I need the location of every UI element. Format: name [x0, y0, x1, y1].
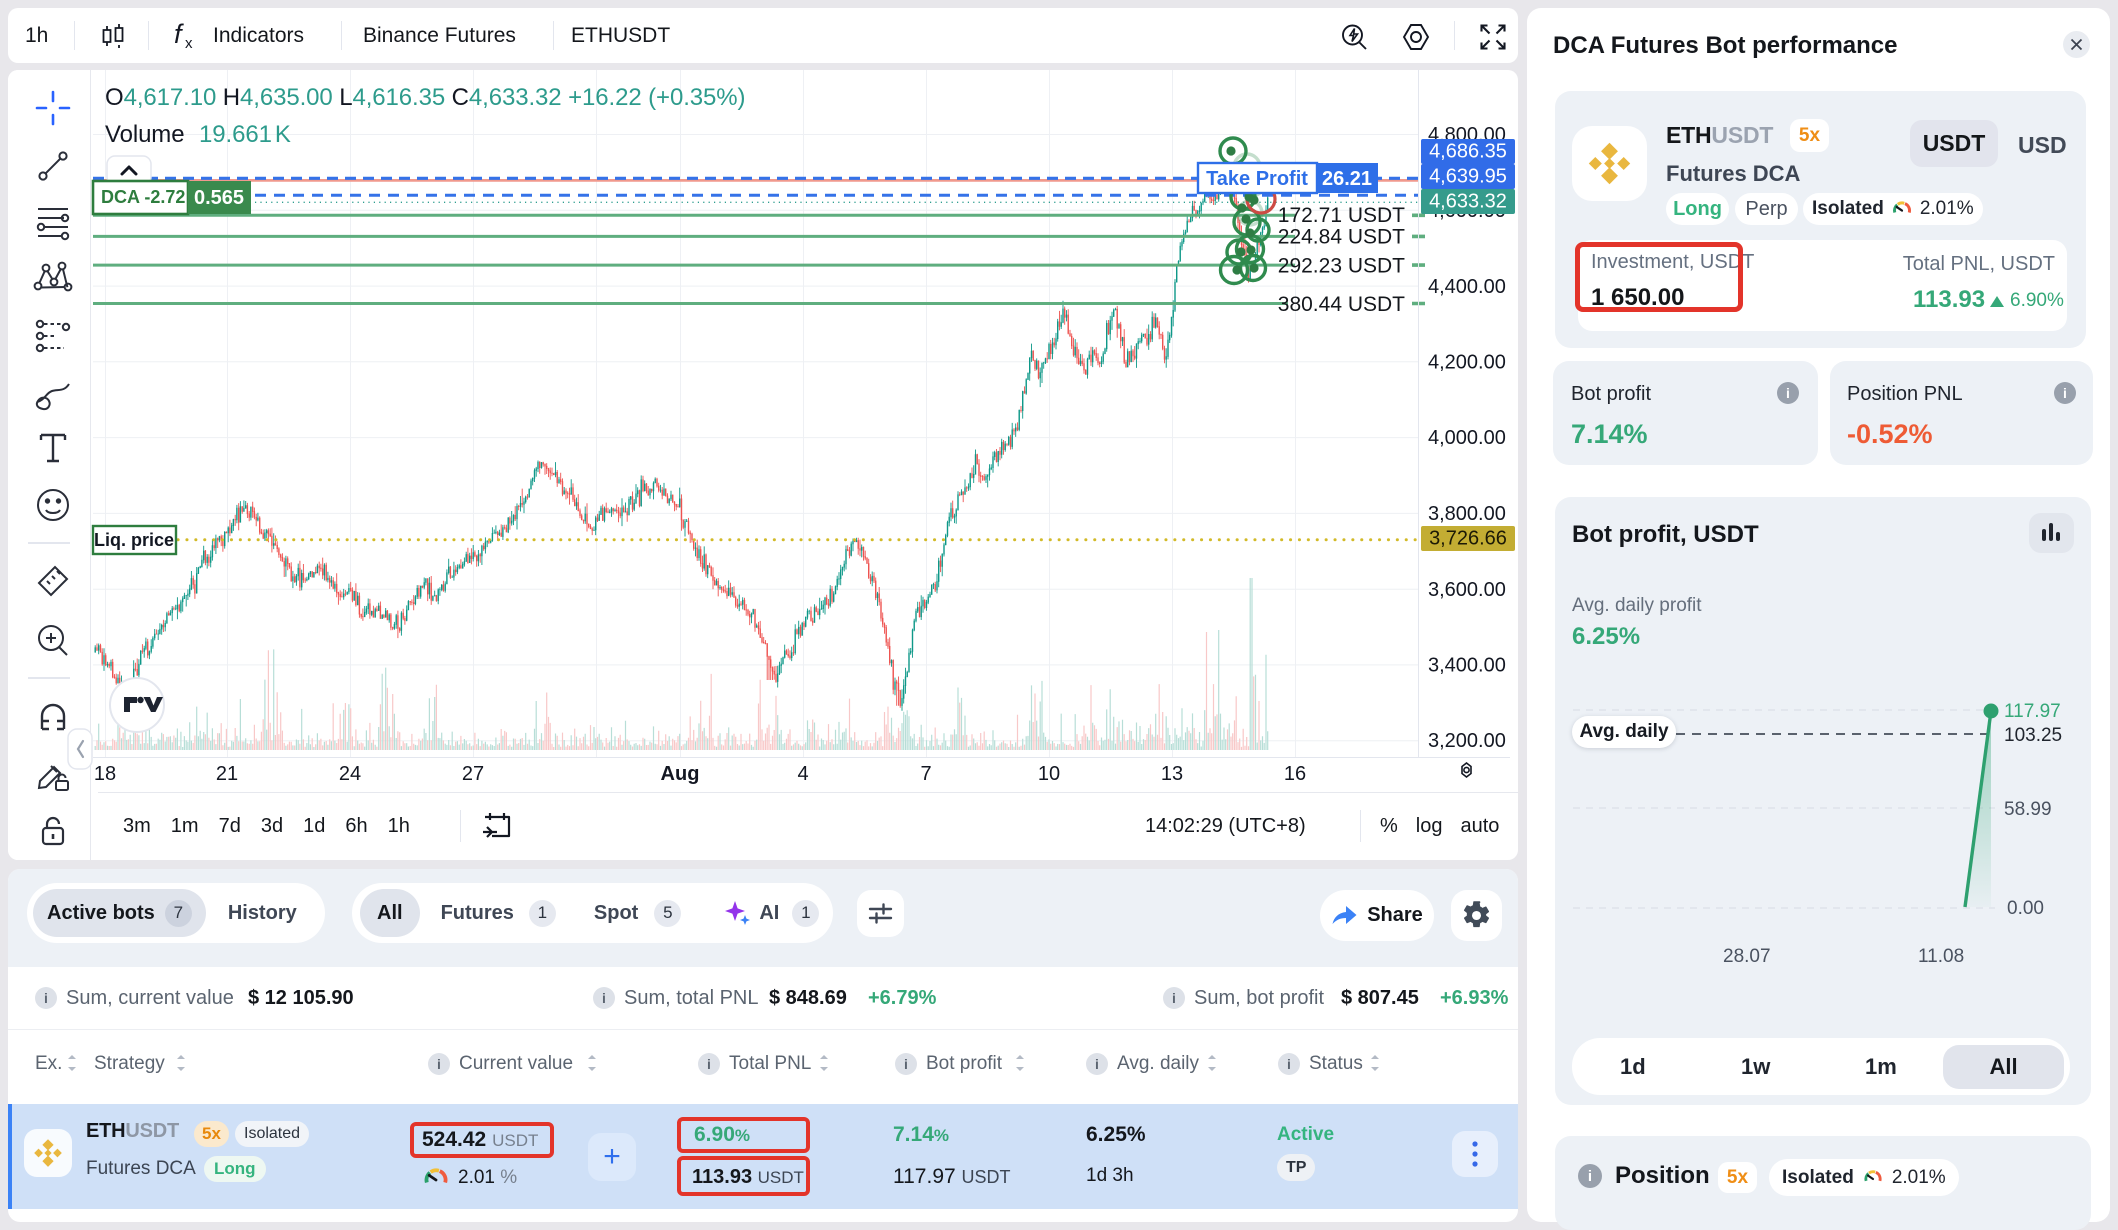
- svg-text:O4,617.10 H4,635.00 L4,616.35: O4,617.10 H4,635.00 L4,616.35 C4,633.32 …: [105, 84, 745, 111]
- svg-text:4,000.00: 4,000.00: [1428, 427, 1506, 449]
- svg-text:11.08: 11.08: [1918, 946, 1964, 967]
- svg-text:7: 7: [920, 763, 931, 785]
- svg-text:292.23 USDT: 292.23 USDT: [1278, 255, 1405, 278]
- svg-text:4,639.95: 4,639.95: [1429, 166, 1507, 188]
- svg-text:Take Profit: Take Profit: [1206, 168, 1308, 190]
- svg-text:58.99: 58.99: [2004, 799, 2052, 820]
- svg-text:10: 10: [1038, 763, 1060, 785]
- svg-text:4,400.00: 4,400.00: [1428, 276, 1506, 298]
- svg-text:3,600.00: 3,600.00: [1428, 579, 1506, 601]
- svg-text:172.71 USDT: 172.71 USDT: [1278, 204, 1405, 227]
- svg-text:4: 4: [797, 763, 808, 785]
- svg-text:Aug: Aug: [661, 763, 700, 785]
- svg-text:13: 13: [1161, 763, 1183, 785]
- svg-text:16: 16: [1284, 763, 1306, 785]
- svg-text:Liq. price: Liq. price: [94, 530, 174, 550]
- svg-text:224.84 USDT: 224.84 USDT: [1278, 226, 1405, 249]
- svg-text:21: 21: [216, 763, 238, 785]
- svg-text:0.00: 0.00: [2007, 898, 2044, 919]
- svg-text:4,633.32: 4,633.32: [1429, 191, 1507, 213]
- svg-text:3,800.00: 3,800.00: [1428, 503, 1506, 525]
- svg-text:DCA -2.72: DCA -2.72: [101, 187, 185, 207]
- svg-text:28.07: 28.07: [1723, 946, 1771, 967]
- svg-text:3,726.66: 3,726.66: [1429, 528, 1507, 550]
- svg-text:380.44 USDT: 380.44 USDT: [1278, 293, 1405, 316]
- svg-text:117.97: 117.97: [2004, 701, 2061, 722]
- svg-text:3,200.00: 3,200.00: [1428, 730, 1506, 752]
- svg-text:x: x: [185, 35, 193, 52]
- svg-text:24: 24: [339, 763, 361, 785]
- svg-text:4,200.00: 4,200.00: [1428, 352, 1506, 374]
- svg-text:26.21: 26.21: [1322, 168, 1372, 190]
- svg-text:0.565: 0.565: [194, 187, 244, 209]
- svg-text:f: f: [174, 20, 184, 49]
- svg-text:103.25: 103.25: [2004, 725, 2062, 746]
- svg-text:4,686.35: 4,686.35: [1429, 141, 1507, 163]
- svg-text:18: 18: [94, 763, 116, 785]
- svg-text:3,400.00: 3,400.00: [1428, 655, 1506, 677]
- svg-text:27: 27: [462, 763, 484, 785]
